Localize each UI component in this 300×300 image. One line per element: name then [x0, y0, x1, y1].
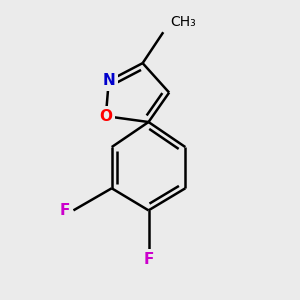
Text: F: F [143, 252, 154, 267]
Text: N: N [102, 73, 115, 88]
Text: F: F [60, 203, 70, 218]
Text: O: O [99, 109, 112, 124]
Text: CH₃: CH₃ [171, 15, 196, 29]
